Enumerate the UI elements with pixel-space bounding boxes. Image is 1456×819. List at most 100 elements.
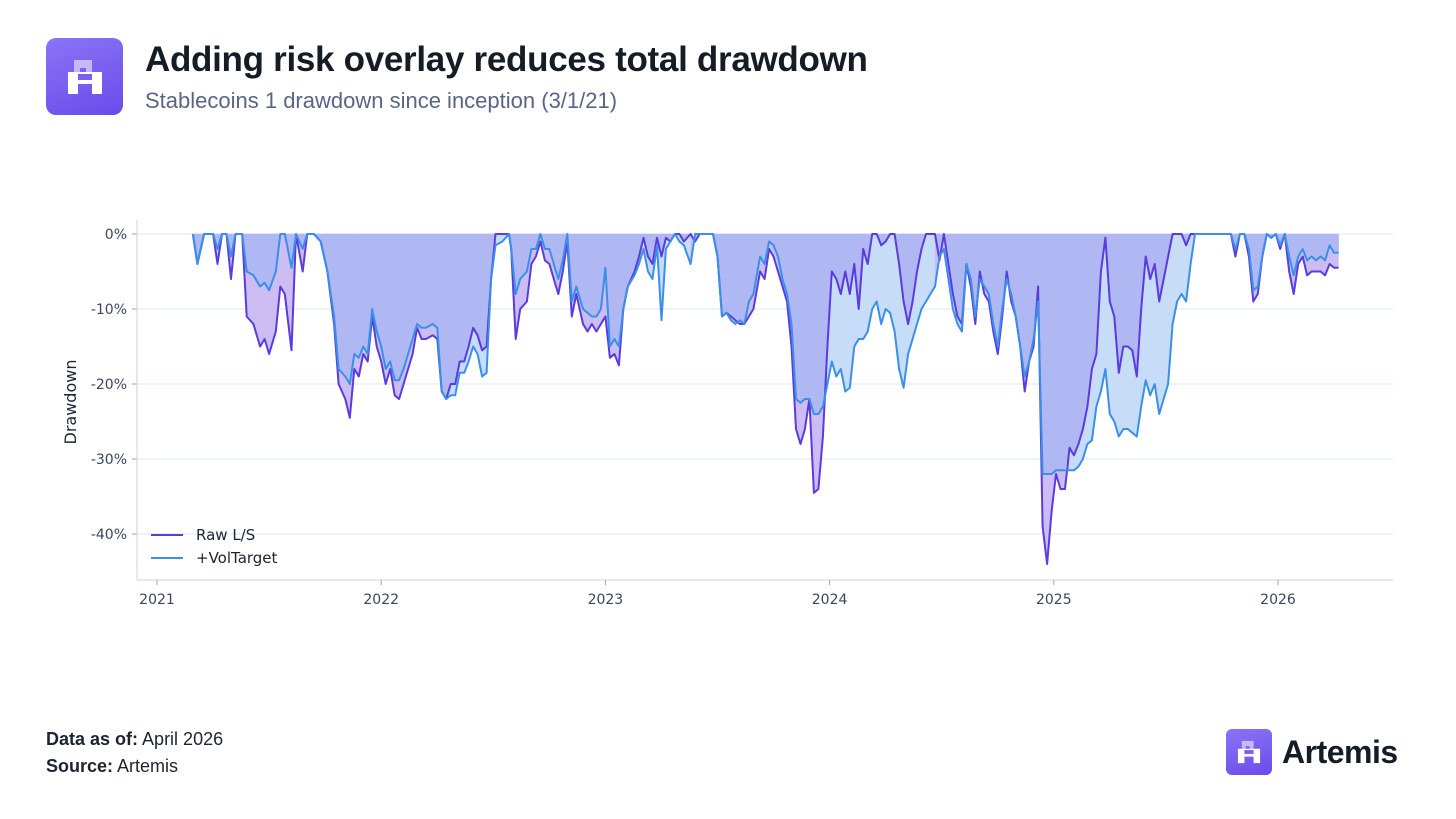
fill-shared xyxy=(1024,233,1030,377)
fill-shared xyxy=(398,233,404,381)
fill-shared xyxy=(450,233,456,385)
fill-shared xyxy=(362,233,369,356)
fill-shared xyxy=(730,233,736,321)
source-line: Source: Artemis xyxy=(46,756,178,777)
y-tick-label: -40% xyxy=(91,527,127,543)
x-tick-label: 2021 xyxy=(139,592,175,608)
data-as-of-label: Data as of: xyxy=(46,729,139,749)
data-as-of-value: April 2026 xyxy=(142,729,224,749)
fill-shared xyxy=(385,233,391,371)
fill-shared xyxy=(407,233,413,355)
fill-shared xyxy=(412,233,418,340)
y-tick-label: -10% xyxy=(91,302,127,318)
fill-shared xyxy=(445,233,452,400)
fill-shared xyxy=(376,233,382,347)
fill-shared xyxy=(596,233,602,318)
chart-subtitle: Stablecoins 1 drawdown since inception (… xyxy=(145,88,618,113)
fill-between xyxy=(885,233,891,314)
fill-shared xyxy=(1073,233,1079,456)
brand-logo-badge xyxy=(1226,729,1272,775)
fill-shared xyxy=(591,233,597,317)
x-tick-label: 2026 xyxy=(1260,592,1296,608)
fill-shared xyxy=(416,233,422,329)
fill-shared xyxy=(358,233,364,358)
fill-shared xyxy=(587,233,593,318)
fill-shared xyxy=(421,233,427,329)
fill-shared xyxy=(813,233,819,415)
fill-shared xyxy=(259,233,265,288)
fill-shared xyxy=(1051,233,1057,475)
legend: Raw L/S +VolTarget xyxy=(151,526,278,567)
x-tick-label: 2025 xyxy=(1036,592,1072,608)
fill-between xyxy=(1333,252,1339,268)
fill-between xyxy=(831,270,837,377)
fill-shared xyxy=(1082,233,1088,430)
y-tick-label: -30% xyxy=(91,452,127,468)
artemis-logo-icon xyxy=(67,59,102,94)
fill-shared xyxy=(403,233,409,370)
fill-shared xyxy=(1069,233,1075,457)
fill-shared xyxy=(739,233,745,325)
fill-shared xyxy=(1127,233,1133,351)
fill-shared xyxy=(957,233,963,326)
legend-label-raw: Raw L/S xyxy=(196,526,255,544)
data-as-of: Data as of: April 2026 xyxy=(46,729,223,750)
source-value: Artemis xyxy=(117,756,179,776)
fill-between xyxy=(871,233,877,310)
fill-shared xyxy=(726,233,732,318)
line-voltarget xyxy=(191,233,1339,475)
fill-between xyxy=(259,282,265,348)
fill-shared xyxy=(1064,233,1070,471)
y-axis-label: Drawdown xyxy=(61,360,80,445)
x-tick-label: 2023 xyxy=(588,592,624,608)
fill-shared xyxy=(735,233,741,321)
fill-between xyxy=(925,233,931,303)
fill-between xyxy=(450,383,456,396)
fill-shared xyxy=(477,233,483,351)
fill-shared xyxy=(531,233,537,250)
fill-shared xyxy=(389,233,395,381)
fill-shared xyxy=(1078,233,1084,445)
chart-title: Adding risk overlay reduces total drawdo… xyxy=(145,40,868,79)
fill-between xyxy=(813,413,819,494)
legend-label-voltarget: +VolTarget xyxy=(196,549,278,567)
fill-between xyxy=(1127,346,1133,434)
fill-between xyxy=(1176,233,1182,303)
fill-shared xyxy=(394,233,400,381)
fill-shared xyxy=(983,233,990,296)
fill-shared xyxy=(1253,233,1259,291)
fill-shared xyxy=(481,233,487,351)
fill-shared xyxy=(1055,233,1061,471)
fill-shared xyxy=(1042,233,1048,475)
fill-shared xyxy=(1333,233,1339,254)
x-tick-label: 2022 xyxy=(363,592,399,608)
artemis-logo-badge xyxy=(46,38,123,115)
fill-shared xyxy=(1060,233,1066,471)
axis-layer: 0% -10% -20% -30% -40% 2021 2022 2023 2024 2025 20… xyxy=(91,220,1393,608)
fill-shared xyxy=(544,233,550,250)
brand-logo-icon xyxy=(1237,740,1261,764)
fill-shared xyxy=(459,233,465,362)
fill-shared xyxy=(441,233,447,401)
fill-shared xyxy=(818,233,824,416)
fill-shared xyxy=(345,233,351,386)
fill-shared xyxy=(809,233,815,415)
fill-shared xyxy=(463,233,469,362)
brand-name: Artemis xyxy=(1282,733,1398,770)
fill-shared xyxy=(795,233,801,404)
fill-between xyxy=(421,327,427,340)
fill-shared xyxy=(246,233,254,276)
fill-shared xyxy=(582,233,588,314)
fill-shared xyxy=(804,233,810,400)
fill-shared xyxy=(609,233,615,348)
x-tick-label: 2024 xyxy=(812,592,848,608)
fill-shared xyxy=(1046,233,1052,475)
y-tick-label: 0% xyxy=(105,227,127,243)
fill-shared xyxy=(472,233,478,337)
fill-shared xyxy=(748,233,754,303)
fill-shared xyxy=(264,233,270,292)
fill-shared xyxy=(721,233,727,318)
fill-shared xyxy=(425,233,434,329)
fill-shared xyxy=(614,233,620,348)
